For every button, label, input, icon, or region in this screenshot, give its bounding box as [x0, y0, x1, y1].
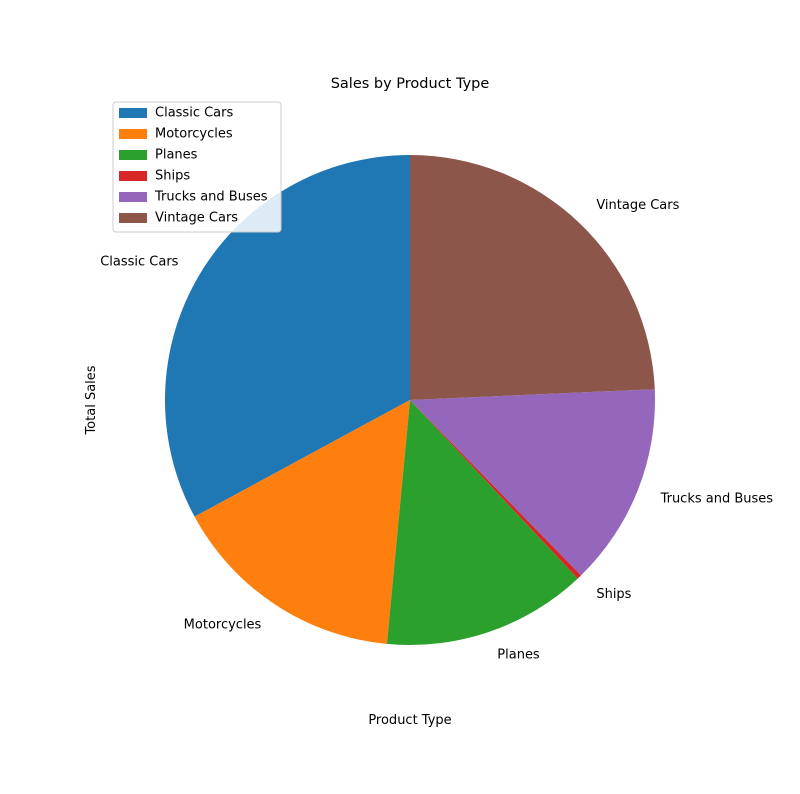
- legend-label-ships: Ships: [155, 169, 190, 184]
- legend-swatch-motorcycles: [119, 129, 147, 139]
- chart-title: Sales by Product Type: [331, 76, 490, 92]
- legend-swatch-trucks-and-buses: [119, 192, 147, 202]
- legend: Classic Cars Motorcycles Planes Ships Trucks…: [112, 101, 282, 233]
- pie-slice-trucks-and-buses: [410, 389, 655, 576]
- x-axis-label: Product Type: [368, 713, 451, 728]
- legend-swatch-vintage-cars: [119, 213, 147, 223]
- slice-label-vintage-cars: Vintage Cars: [596, 198, 679, 213]
- pie-slice-vintage-cars: [410, 155, 655, 400]
- legend-label-motorcycles: Motorcycles: [155, 127, 233, 142]
- legend-label-planes: Planes: [155, 148, 198, 163]
- legend-swatch-classic-cars: [119, 108, 147, 118]
- pie-slice-motorcycles: [194, 400, 410, 644]
- slice-label-ships: Ships: [596, 587, 631, 602]
- pie-slice-planes: [386, 400, 578, 645]
- slice-label-planes: Planes: [497, 647, 540, 662]
- pie-slice-labels: Classic Cars Motorcycles Planes Ships Trucks…: [100, 198, 773, 663]
- legend-label-classic-cars: Classic Cars: [155, 106, 233, 121]
- slice-label-motorcycles: Motorcycles: [184, 617, 262, 632]
- slice-label-trucks-and-buses: Trucks and Buses: [660, 492, 774, 507]
- legend-swatch-planes: [119, 150, 147, 160]
- y-axis-label: Total Sales: [84, 365, 99, 435]
- legend-swatch-ships: [119, 171, 147, 181]
- legend-label-vintage-cars: Vintage Cars: [155, 211, 238, 226]
- legend-frame: [112, 101, 282, 233]
- pie-slice-ships: [410, 400, 582, 579]
- pie-slices: [165, 155, 655, 645]
- pie-slice-classic-cars: [165, 155, 410, 517]
- slice-label-classic-cars: Classic Cars: [100, 255, 178, 270]
- legend-label-trucks-and-buses: Trucks and Buses: [154, 190, 268, 205]
